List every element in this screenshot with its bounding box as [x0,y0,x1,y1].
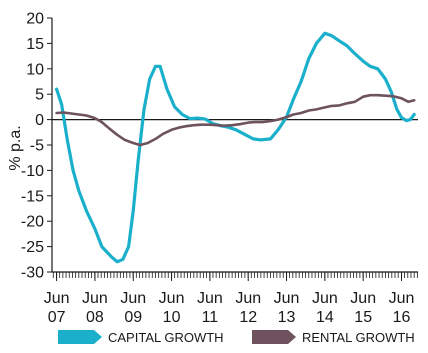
legend-swatch [252,330,296,344]
x-tick-label-year: 13 [278,309,296,326]
y-tick-label: -20 [21,214,44,231]
x-tick-label-year: 09 [124,309,142,326]
rental-growth-line [55,93,416,147]
y-tick-label: 10 [26,61,44,78]
x-tick-label-year: 11 [202,309,219,326]
x-axis: Jun 07 Jun 08 Jun 09 Jun 10 Jun 11 Jun 12 Jun 13 Jun 14… [44,271,418,326]
x-tick-label-year: 16 [393,309,411,326]
legend-swatch [58,330,102,344]
series-lines [55,31,416,264]
x-tick-label-month: Jun [82,290,108,307]
x-tick-label-month: Jun [235,290,261,307]
x-tick-label-month: Jun [312,290,338,307]
y-tick-label: -5 [30,138,44,155]
legend-label: RENTAL GROWTH [302,330,415,345]
x-tick-label-month: Jun [159,290,185,307]
y-tick-label: 5 [35,87,44,104]
y-tick-label: -25 [21,239,44,256]
x-tick-label-month: Jun [274,290,300,307]
x-tick-label-month: Jun [389,290,415,307]
y-tick-label: -15 [21,188,44,205]
capital-growth-line [55,31,416,264]
y-tick-label: -30 [21,265,44,282]
y-tick-label: 20 [26,11,44,28]
x-tick-label-year: 12 [239,309,257,326]
y-axis-label: % p.a. [7,125,24,170]
x-tick-label-month: Jun [44,290,70,307]
y-axis: 20 15 10 5 0 -5 -10 -15 -20 -25 -30 [21,11,53,282]
x-tick-label-month: Jun [120,290,146,307]
x-tick-label-month: Jun [197,290,223,307]
x-tick-label-year: 07 [48,309,66,326]
legend-label: CAPITAL GROWTH [108,330,224,345]
x-tick-label-year: 08 [86,309,104,326]
x-tick-label-year: 14 [316,309,334,326]
x-tick-label-year: 15 [354,309,372,326]
x-tick-label-month: Jun [350,290,376,307]
y-tick-label: 15 [26,36,44,53]
legend: CAPITAL GROWTH RENTAL GROWTH [58,330,415,345]
y-tick-label: 0 [35,112,44,129]
y-tick-label: -10 [21,163,44,180]
x-tick-label-year: 10 [163,309,181,326]
y-axis-title: % p.a. [7,125,24,170]
